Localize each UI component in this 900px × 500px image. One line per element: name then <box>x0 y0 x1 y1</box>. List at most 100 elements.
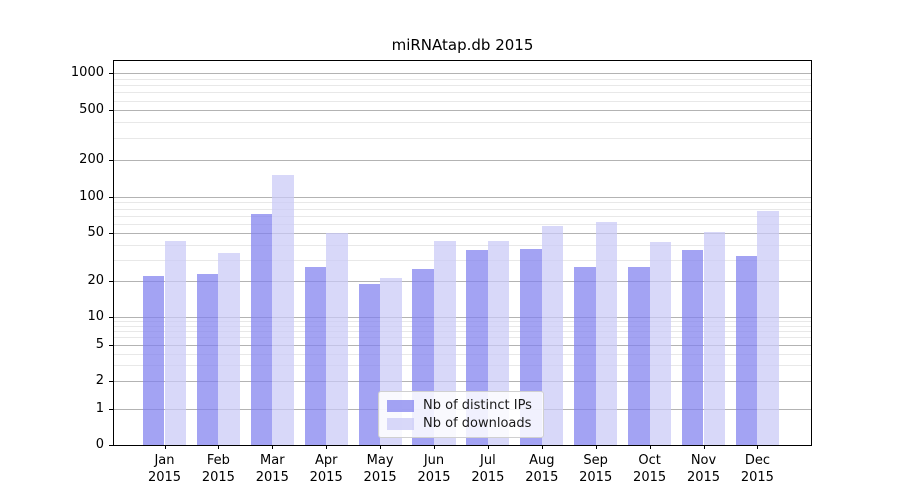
y-tick-mark-1 <box>109 409 113 410</box>
bar-downloads-nov <box>703 232 726 445</box>
gridline-minor-8 <box>114 325 811 327</box>
x-tick-mark-oct <box>649 445 651 449</box>
bar-downloads-mar <box>272 175 294 445</box>
y-tick-label-100: 100 <box>79 189 104 204</box>
y-tick-label-20: 20 <box>87 272 104 288</box>
y-tick-label-1000: 1000 <box>70 65 104 80</box>
x-tick-label-dec: Dec 2015 <box>740 453 774 485</box>
bar-distinct-ips-jan <box>142 275 165 445</box>
y-tick-mark-50 <box>109 233 113 235</box>
x-tick-label-feb: Feb 2015 <box>201 453 235 485</box>
gridline-minor-30 <box>114 259 811 261</box>
bar-distinct-ips-may <box>358 283 381 445</box>
y-tick-mark-200 <box>109 159 113 161</box>
bar-downloads-apr <box>326 233 348 445</box>
legend-item-downloads: Nb of downloads <box>387 416 535 431</box>
x-tick-mark-jul <box>487 445 489 449</box>
x-tick-mark-aug <box>541 445 543 449</box>
x-tick-mark-jan <box>164 445 166 449</box>
gridline-major-500 <box>114 110 811 112</box>
bar-downloads-aug <box>541 226 564 445</box>
legend-label-distinct-ips: Nb of distinct IPs <box>423 398 532 413</box>
legend-label-downloads: Nb of downloads <box>423 416 532 431</box>
bar-distinct-ips-apr <box>304 267 327 445</box>
y-tick-mark-1000 <box>109 73 113 74</box>
gridline-major-50 <box>114 233 811 235</box>
gridline-minor-4 <box>114 353 811 355</box>
y-tick-mark-10 <box>109 317 113 318</box>
x-tick-label-oct: Oct 2015 <box>633 453 667 485</box>
bar-downloads-jan <box>164 241 187 445</box>
x-tick-label-jan: Jan 2015 <box>147 453 182 485</box>
gridline-minor-9 <box>114 321 811 323</box>
legend: Nb of distinct IPs Nb of downloads <box>378 391 544 438</box>
gridline-minor-40 <box>114 244 811 246</box>
legend-item-distinct-ips: Nb of distinct IPs <box>387 398 535 413</box>
x-tick-mark-nov <box>703 445 705 449</box>
bar-downloads-sep <box>595 221 618 445</box>
bar-distinct-ips-oct <box>628 267 650 445</box>
gridline-major-20 <box>114 280 811 282</box>
x-tick-mark-mar <box>272 445 274 449</box>
x-tick-label-aug: Aug 2015 <box>525 453 559 485</box>
gridline-major-200 <box>114 159 811 161</box>
x-tick-mark-may <box>380 445 382 449</box>
x-tick-mark-dec <box>757 445 759 449</box>
x-tick-label-may: May 2015 <box>363 453 397 485</box>
y-tick-label-1: 1 <box>95 401 104 416</box>
bar-downloads-feb <box>218 253 240 445</box>
x-tick-label-jun: Jun 2015 <box>417 453 451 485</box>
gridline-minor-600 <box>114 100 811 102</box>
bar-distinct-ips-sep <box>574 267 596 445</box>
y-tick-mark-0 <box>109 445 113 446</box>
gridline-minor-700 <box>114 92 811 94</box>
plot-area: Nb of distinct IPs Nb of downloads <box>113 60 812 446</box>
x-tick-label-apr: Apr 2015 <box>309 453 343 485</box>
bar-downloads-oct <box>649 242 672 445</box>
bar-distinct-ips-mar <box>250 214 273 445</box>
legend-swatch-distinct-ips-icon <box>387 399 414 412</box>
y-tick-label-50: 50 <box>87 225 104 241</box>
y-tick-mark-100 <box>109 197 113 198</box>
chart-title: miRNAtap.db 2015 <box>391 36 534 54</box>
x-tick-label-jul: Jul 2015 <box>471 453 505 485</box>
gridline-minor-3 <box>114 365 811 367</box>
gridline-minor-70 <box>114 215 811 217</box>
y-tick-mark-20 <box>109 280 113 282</box>
x-tick-mark-jun <box>434 445 435 449</box>
legend-swatch-downloads-icon <box>387 417 414 430</box>
gridline-minor-7 <box>114 331 811 333</box>
bar-downloads-dec <box>757 211 779 445</box>
gridline-major-100 <box>114 197 811 198</box>
x-tick-mark-feb <box>218 445 220 449</box>
bar-distinct-ips-nov <box>681 250 704 445</box>
x-tick-mark-sep <box>595 445 597 449</box>
gridline-minor-300 <box>114 137 811 139</box>
x-tick-label-nov: Nov 2015 <box>686 453 721 485</box>
bar-distinct-ips-feb <box>196 273 219 445</box>
y-tick-label-200: 200 <box>79 151 104 167</box>
gridline-minor-6 <box>114 337 811 339</box>
y-tick-label-2: 2 <box>95 373 104 389</box>
gridline-major-2 <box>114 381 811 383</box>
bar-distinct-ips-dec <box>735 256 758 445</box>
gridline-minor-90 <box>114 202 811 204</box>
x-tick-mark-apr <box>326 445 328 449</box>
x-tick-label-sep: Sep 2015 <box>579 453 613 485</box>
y-tick-label-500: 500 <box>79 102 104 118</box>
y-tick-label-10: 10 <box>87 309 104 324</box>
y-tick-label-0: 0 <box>95 437 104 452</box>
gridline-major-10 <box>114 317 811 318</box>
gridline-minor-400 <box>114 122 811 124</box>
gridline-major-5 <box>114 344 811 346</box>
y-tick-label-5: 5 <box>95 336 104 352</box>
y-tick-mark-2 <box>109 381 113 383</box>
y-tick-mark-500 <box>109 110 113 112</box>
x-tick-label-mar: Mar 2015 <box>255 453 289 485</box>
gridline-minor-900 <box>114 78 811 80</box>
gridline-minor-800 <box>114 85 811 87</box>
gridline-major-1000 <box>114 73 811 74</box>
gridline-minor-80 <box>114 208 811 210</box>
y-tick-mark-5 <box>109 344 113 346</box>
